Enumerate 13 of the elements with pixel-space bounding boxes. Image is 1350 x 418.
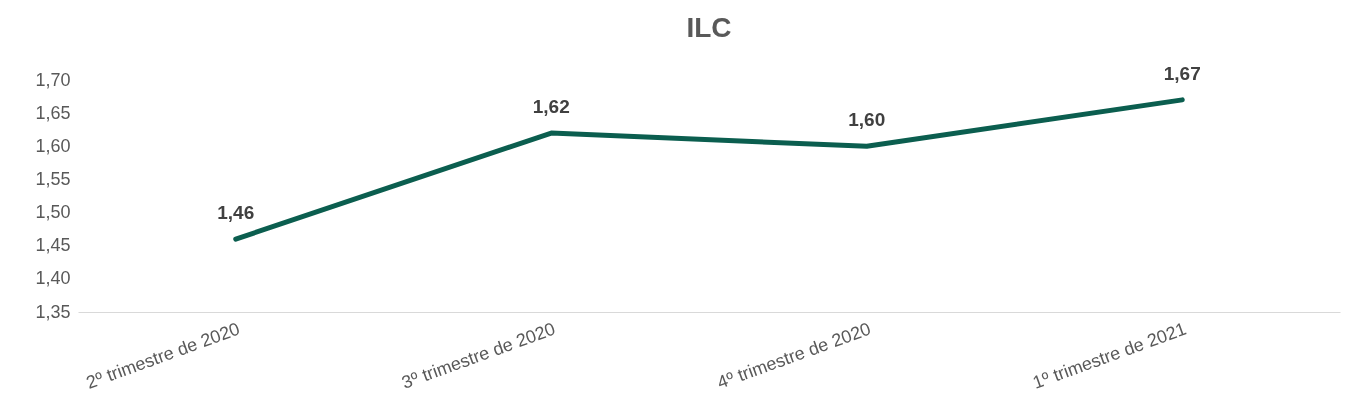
- y-tick-label: 1,60: [35, 135, 71, 156]
- chart-title: ILC: [686, 11, 732, 43]
- y-tick-label: 1,40: [35, 268, 71, 289]
- y-tick-label: 1,45: [35, 235, 71, 256]
- data-label: 1,67: [1163, 62, 1201, 84]
- y-tick-label: 1,55: [35, 168, 71, 189]
- data-label: 1,46: [217, 202, 255, 224]
- y-tick-label: 1,65: [35, 102, 71, 123]
- y-tick-label: 1,70: [35, 69, 71, 90]
- data-label: 1,60: [848, 109, 886, 131]
- y-tick-label: 1,35: [35, 301, 71, 322]
- data-label: 1,62: [532, 96, 570, 118]
- y-tick-label: 1,50: [35, 202, 71, 223]
